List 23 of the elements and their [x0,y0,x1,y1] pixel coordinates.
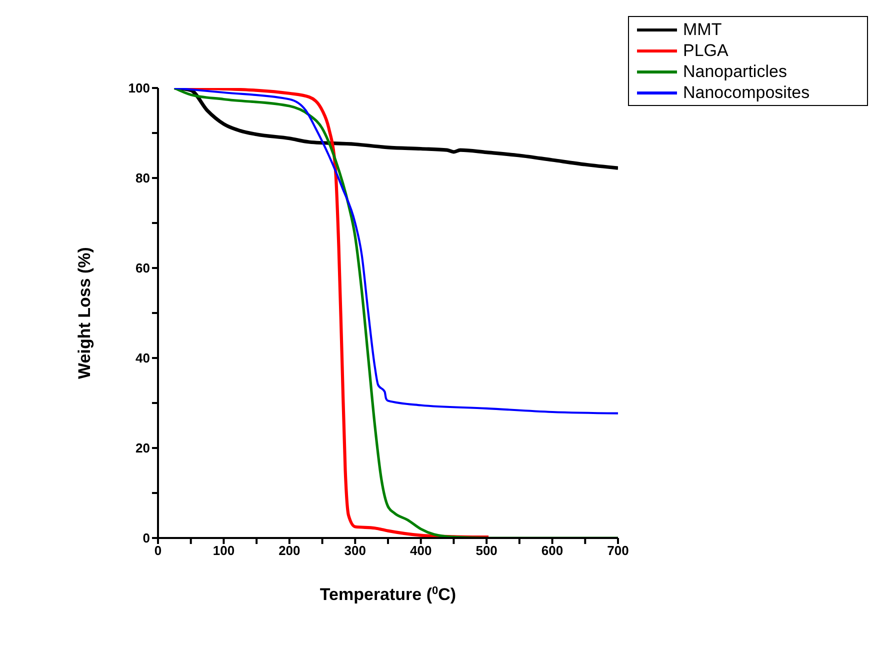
legend-label: PLGA [683,40,728,61]
line-series [173,88,618,414]
y-tick-label: 100 [128,80,150,96]
line-series [173,88,618,538]
y-tick-label: 60 [136,260,150,276]
x-tick-label: 500 [476,543,498,558]
x-tick-label: 0 [154,543,162,558]
y-tick-label: 80 [136,170,150,186]
legend-label: MMT [683,19,722,40]
y-tick-label: 0 [142,530,150,546]
x-tick-label: 700 [607,543,629,558]
legend-label: Nanocomposites [683,82,810,103]
y-tick-label: 40 [136,350,150,366]
line-series [172,88,618,170]
x-tick-label: 200 [278,543,300,558]
x-tick-label: 400 [410,543,432,558]
x-tick-label: 600 [541,543,564,558]
y-axis-title: Weight Loss (%) [75,247,94,379]
y-tick-label: 20 [136,440,150,456]
legend-label: Nanoparticles [683,61,787,82]
x-tick-label: 300 [344,543,366,558]
x-tick-label: 100 [212,543,235,558]
x-axis-title: Temperature ($^{0}$C) [320,585,456,604]
